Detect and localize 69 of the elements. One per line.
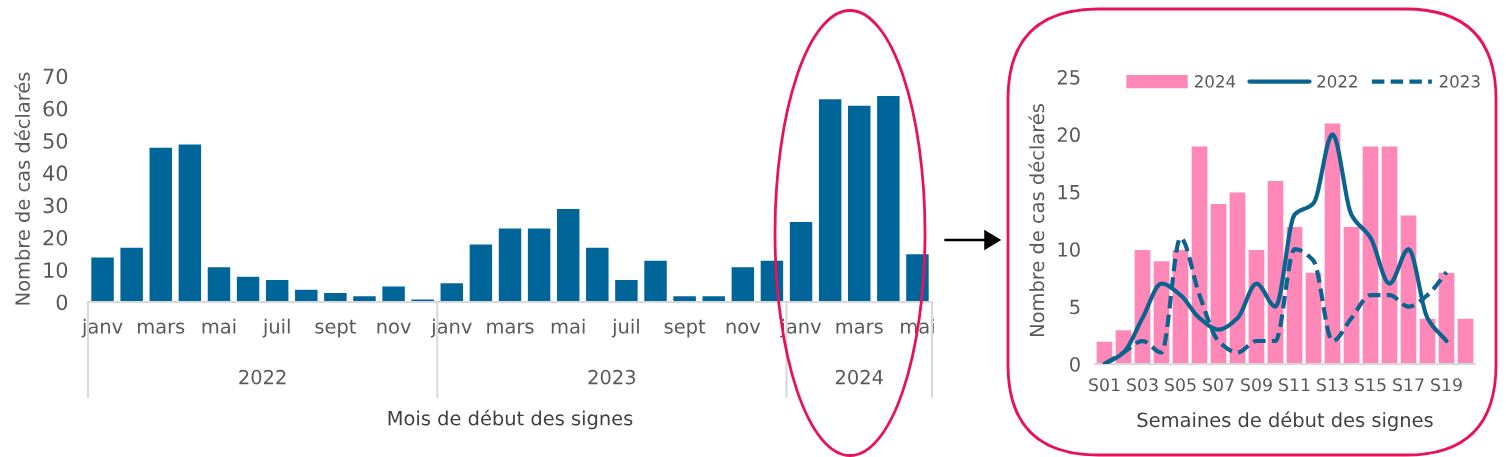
x-tick-label: sept bbox=[315, 319, 356, 338]
legend-label: 2024 bbox=[1194, 75, 1236, 88]
bar bbox=[613, 278, 640, 302]
y-tick-label: 20 bbox=[43, 229, 68, 246]
text: 2024 bbox=[835, 369, 883, 385]
x-tick-label: nov bbox=[726, 322, 761, 334]
y-tick-label: 50 bbox=[43, 133, 68, 149]
x-tick-label: S09 bbox=[1241, 378, 1272, 392]
bar bbox=[468, 243, 494, 302]
y-tick-label: 30 bbox=[43, 197, 68, 214]
x-tick-label: janv bbox=[81, 318, 123, 338]
x-tick-label: mai bbox=[202, 318, 236, 334]
x-axis-title: Semaines de début des signes bbox=[1137, 411, 1433, 431]
bar bbox=[177, 143, 203, 302]
bar bbox=[526, 227, 552, 302]
x-tick-label: mai bbox=[551, 318, 585, 334]
x-axis-title: Mois de début des signes bbox=[388, 409, 633, 430]
bar bbox=[817, 97, 843, 302]
bar bbox=[730, 265, 756, 302]
y-tick-label: 20 bbox=[1057, 127, 1080, 143]
x-tick-label: S01 bbox=[1089, 378, 1120, 392]
x-tick-label: S05 bbox=[1165, 378, 1196, 392]
bar bbox=[89, 256, 116, 302]
bar bbox=[788, 220, 814, 302]
bar bbox=[497, 227, 523, 302]
y-tick-label: 15 bbox=[1058, 185, 1080, 200]
bar bbox=[555, 207, 581, 302]
x-tick-label: S15 bbox=[1355, 378, 1386, 392]
y-tick-label: 0 bbox=[1070, 356, 1080, 372]
x-tick-label: mars bbox=[836, 322, 883, 334]
x-tick-label: S11 bbox=[1279, 378, 1310, 392]
x-tick-label: juil bbox=[611, 318, 639, 338]
bar bbox=[148, 146, 174, 302]
text: 2022 bbox=[239, 369, 286, 385]
y-axis-title: Nombre de cas déclarés bbox=[14, 72, 30, 305]
x-tick-label: S07 bbox=[1203, 378, 1234, 392]
y-tick-label: 0 bbox=[56, 294, 68, 311]
y-tick-label: 10 bbox=[44, 262, 68, 278]
bar bbox=[439, 281, 465, 302]
bar bbox=[119, 246, 145, 302]
bar bbox=[293, 288, 319, 302]
y-axis-title: Nombre de cas déclarés bbox=[1028, 104, 1045, 336]
x-tick-label: mars bbox=[138, 322, 185, 334]
y-tick-label: 40 bbox=[43, 165, 68, 182]
legend-label: 2022 bbox=[1317, 75, 1357, 88]
bar bbox=[642, 259, 669, 302]
x-tick-label: nov bbox=[377, 322, 411, 334]
bar bbox=[846, 104, 872, 302]
y-tick-label: 70 bbox=[43, 68, 68, 85]
bar bbox=[206, 265, 232, 302]
text: 2023 bbox=[588, 369, 636, 385]
y-tick-label: 5 bbox=[1070, 299, 1080, 315]
x-tick-label: janv bbox=[430, 318, 472, 338]
y-tick-label: 25 bbox=[1057, 69, 1080, 85]
x-tick-label: S19 bbox=[1431, 378, 1462, 392]
x-tick-label: S13 bbox=[1317, 378, 1348, 392]
bar bbox=[380, 285, 407, 302]
x-tick-label: juil bbox=[262, 318, 290, 338]
y-tick-label: 10 bbox=[1058, 242, 1080, 257]
x-tick-label: sept bbox=[664, 319, 706, 338]
x-tick-label: S17 bbox=[1393, 378, 1424, 392]
bar bbox=[235, 275, 261, 302]
bar bbox=[875, 94, 901, 302]
x-tick-label: S03 bbox=[1127, 378, 1158, 392]
bar bbox=[264, 278, 290, 302]
x-tick-label: mars bbox=[487, 322, 534, 334]
y-tick-label: 60 bbox=[43, 100, 68, 117]
bar bbox=[584, 246, 610, 302]
legend-label: 2023 bbox=[1439, 75, 1480, 88]
